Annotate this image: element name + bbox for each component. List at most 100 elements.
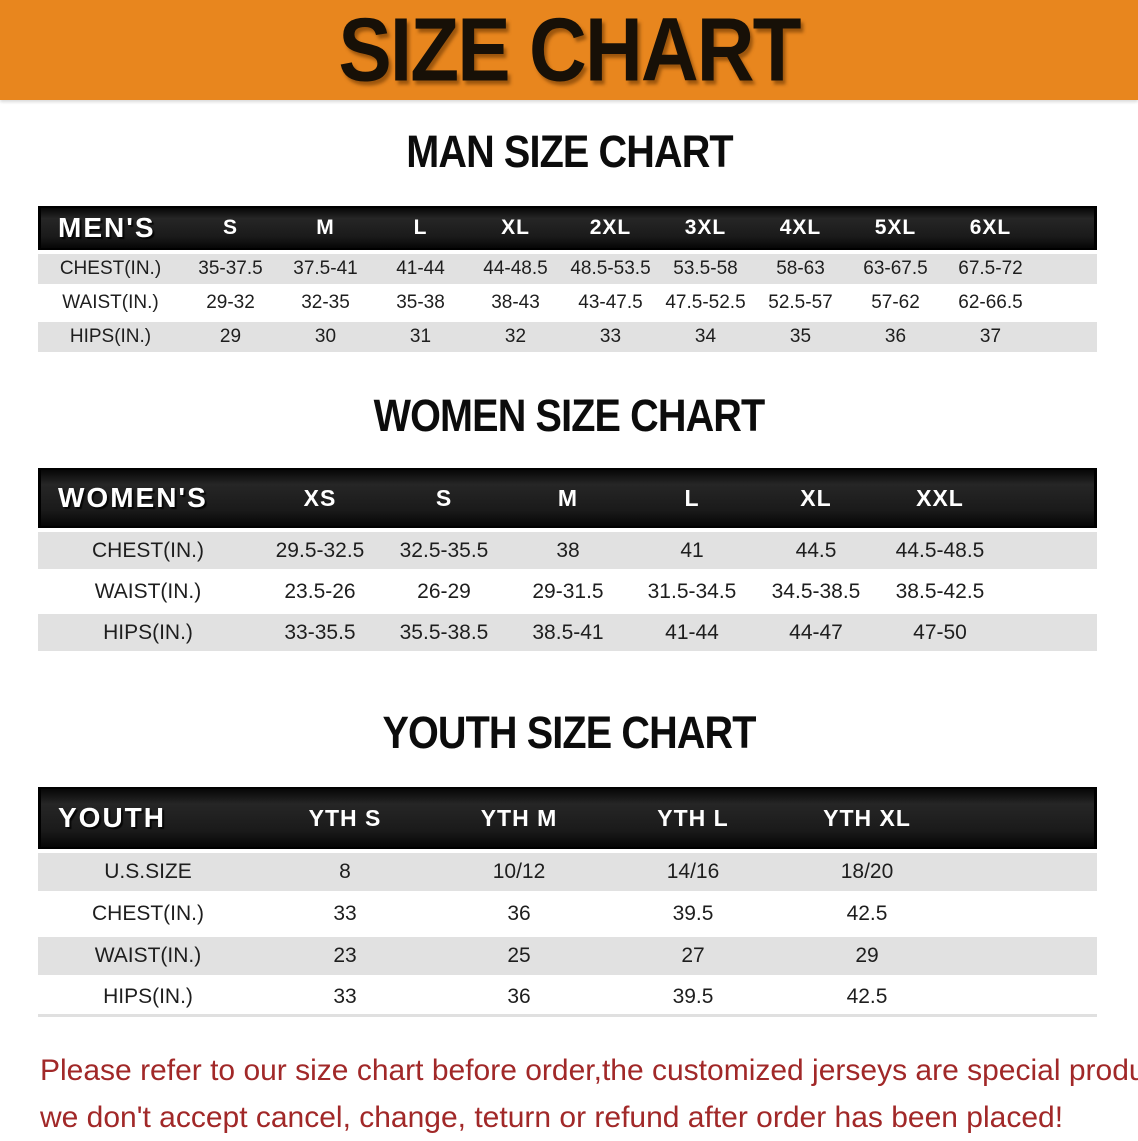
cell: 32 (468, 322, 563, 352)
youth-size-col-m: YTH M (432, 787, 606, 849)
cell: 62-66.5 (958, 292, 1023, 313)
row-label: HIPS(IN.) (38, 979, 258, 1017)
cell: 26-29 (417, 579, 471, 603)
men-size-col-4xl: 4XL (753, 206, 848, 250)
men-size-col-3xl: 3XL (658, 206, 753, 250)
banner: SIZE CHART (0, 0, 1138, 100)
men-heading: MAN SIZE CHART (0, 126, 1138, 186)
row-label: HIPS(IN.) (38, 322, 183, 352)
youth-waist-row: WAIST(IN.) 23 25 27 29 (38, 937, 1097, 975)
cell: 33 (563, 322, 658, 352)
women-heading-text: WOMEN SIZE CHART (373, 390, 766, 441)
men-chest-row: CHEST(IN.) 35-37.5 37.5-41 41-44 44-48.5… (38, 254, 1097, 284)
disclaimer-line-2: we don't accept cancel, change, teturn o… (40, 1101, 1064, 1134)
youth-size-table: YOUTH YTH S YTH M YTH L YTH XL U.S.SIZE … (38, 783, 1097, 1021)
cell: 35.5-38.5 (382, 614, 506, 651)
cell: 63-67.5 (848, 254, 943, 284)
women-section: WOMEN SIZE CHART WOMEN'S XS S M L XL XXL (0, 390, 1138, 655)
row-spacer (954, 853, 1097, 891)
youth-hips-row: HIPS(IN.) 33 36 39.5 42.5 (38, 979, 1097, 1017)
cell: 29 (780, 937, 954, 975)
cell: 47-50 (878, 614, 1002, 651)
cell: 39.5 (672, 902, 714, 925)
cell: 32-35 (301, 292, 350, 313)
cell: 44-48.5 (468, 254, 563, 284)
cell: 67.5-72 (943, 254, 1038, 284)
women-header-row: WOMEN'S XS S M L XL XXL (38, 468, 1097, 528)
cell: 41-44 (630, 614, 754, 651)
cell: 29-32 (206, 292, 255, 313)
cell: 41 (630, 532, 754, 569)
youth-header-row: YOUTH YTH S YTH M YTH L YTH XL (38, 787, 1097, 849)
women-header-spacer (1002, 468, 1097, 528)
row-spacer (954, 979, 1097, 1017)
women-hips-row: HIPS(IN.) 33-35.5 35.5-38.5 38.5-41 41-4… (38, 614, 1097, 651)
cell: 58-63 (753, 254, 848, 284)
men-header-row: MEN'S S M L XL 2XL 3XL 4XL 5XL 6XL (38, 206, 1097, 250)
women-waist-row: WAIST(IN.) 23.5-26 26-29 29-31.5 31.5-34… (38, 573, 1097, 610)
row-label: CHEST(IN.) (38, 532, 258, 569)
cell: 35 (753, 322, 848, 352)
cell: 37.5-41 (278, 254, 373, 284)
cell: 38-43 (491, 292, 540, 313)
cell: 34 (658, 322, 753, 352)
men-size-col-6xl: 6XL (943, 206, 1038, 250)
disclaimer: Please refer to our size chart before or… (40, 1047, 1138, 1141)
cell: 31.5-34.5 (647, 579, 737, 603)
cell: 42.5 (846, 902, 888, 925)
cell: 36 (432, 979, 606, 1017)
youth-heading: YOUTH SIZE CHART (0, 707, 1138, 767)
row-label: WAIST(IN.) (94, 579, 202, 603)
cell: 33 (258, 979, 432, 1017)
cell: 33 (333, 902, 357, 925)
cell: 43-47.5 (578, 292, 643, 313)
men-size-table: MEN'S S M L XL 2XL 3XL 4XL 5XL 6XL CHEST… (38, 202, 1097, 356)
cell: 37 (943, 322, 1038, 352)
youth-heading-text: YOUTH SIZE CHART (382, 707, 756, 758)
cell: 32.5-35.5 (382, 532, 506, 569)
women-chest-row: CHEST(IN.) 29.5-32.5 32.5-35.5 38 41 44.… (38, 532, 1097, 569)
row-label: WAIST(IN.) (62, 292, 159, 313)
row-label: HIPS(IN.) (38, 614, 258, 651)
cell: 44.5 (754, 532, 878, 569)
youth-size-col-s: YTH S (258, 787, 432, 849)
women-size-table: WOMEN'S XS S M L XL XXL CHEST(IN.) 29.5-… (38, 464, 1097, 655)
row-label: WAIST(IN.) (38, 937, 258, 975)
cell: 48.5-53.5 (563, 254, 658, 284)
men-waist-row: WAIST(IN.) 29-32 32-35 35-38 38-43 43-47… (38, 288, 1097, 318)
men-hips-row: HIPS(IN.) 29 30 31 32 33 34 35 36 37 (38, 322, 1097, 352)
cell: 44.5-48.5 (878, 532, 1002, 569)
men-size-col-m: M (278, 206, 373, 250)
youth-ussize-row: U.S.SIZE 8 10/12 14/16 18/20 (38, 853, 1097, 891)
cell: 41-44 (373, 254, 468, 284)
men-header-spacer (1038, 206, 1097, 250)
cell: 34.5-38.5 (771, 579, 861, 603)
cell: 33-35.5 (258, 614, 382, 651)
men-size-col-5xl: 5XL (848, 206, 943, 250)
women-size-col-xs: XS (258, 468, 382, 528)
cell: 10/12 (432, 853, 606, 891)
women-size-col-s: S (382, 468, 506, 528)
cell: 31 (373, 322, 468, 352)
cell: 47.5-52.5 (665, 292, 746, 313)
women-size-col-m: M (506, 468, 630, 528)
cell: 25 (432, 937, 606, 975)
row-label: U.S.SIZE (38, 853, 258, 891)
row-spacer (1038, 322, 1097, 352)
cell: 35-38 (396, 292, 445, 313)
row-spacer (1002, 532, 1097, 569)
youth-size-col-xl: YTH XL (780, 787, 954, 849)
cell: 36 (507, 902, 531, 925)
cell: 39.5 (606, 979, 780, 1017)
row-spacer (1038, 254, 1097, 284)
row-label: CHEST(IN.) (92, 902, 204, 925)
row-spacer (954, 937, 1097, 975)
cell: 53.5-58 (658, 254, 753, 284)
cell: 23.5-26 (284, 579, 356, 603)
cell: 8 (258, 853, 432, 891)
banner-title: SIZE CHART (338, 0, 801, 101)
row-spacer (1038, 288, 1097, 318)
cell: 38.5-42.5 (895, 579, 985, 603)
women-size-col-l: L (630, 468, 754, 528)
